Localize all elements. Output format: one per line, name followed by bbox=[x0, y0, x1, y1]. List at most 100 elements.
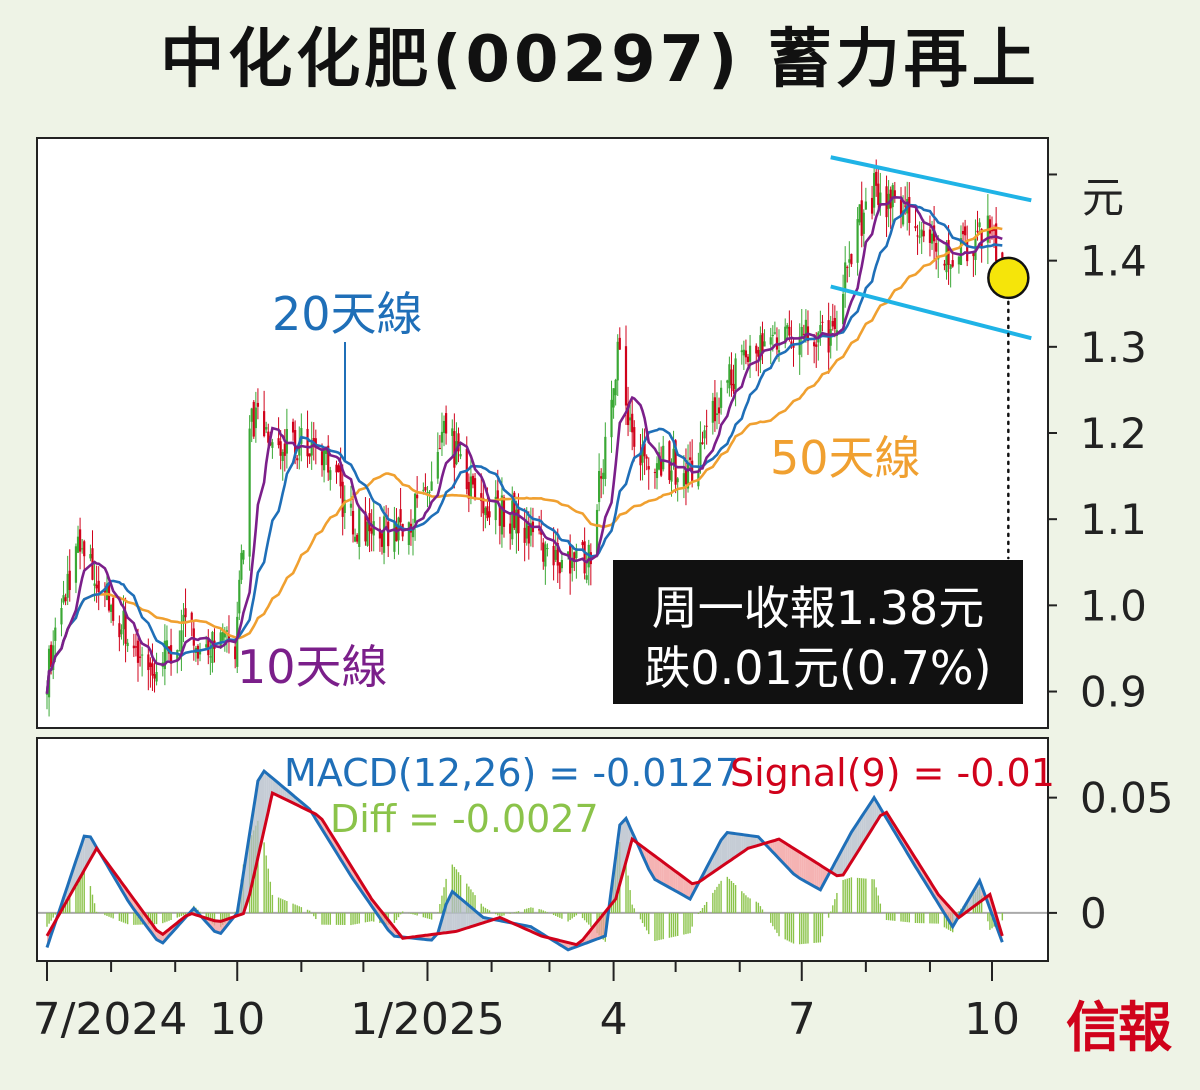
macd-signal-gap bbox=[475, 910, 482, 926]
macd-signal-gap bbox=[818, 863, 821, 890]
candle-body bbox=[554, 549, 557, 560]
candle-body bbox=[413, 493, 417, 523]
candle-body bbox=[856, 219, 859, 263]
candle-body bbox=[256, 402, 260, 407]
candle-body bbox=[862, 212, 865, 234]
candle-body bbox=[641, 444, 644, 463]
candle-body bbox=[422, 489, 425, 491]
macd-panel bbox=[36, 737, 1049, 962]
candle-body bbox=[236, 616, 239, 667]
candle-body bbox=[308, 453, 311, 457]
candle-body bbox=[893, 190, 896, 199]
candle-body bbox=[978, 222, 981, 228]
candle-body bbox=[209, 656, 212, 658]
candle-body bbox=[546, 548, 549, 550]
candle-body bbox=[831, 320, 834, 327]
macd-signal-gap bbox=[789, 845, 792, 872]
candle-body bbox=[134, 646, 138, 648]
candle-body bbox=[110, 605, 113, 612]
candle-body bbox=[482, 497, 485, 514]
candle-body bbox=[943, 263, 946, 266]
candle-body bbox=[97, 580, 100, 593]
candle-body bbox=[860, 200, 863, 236]
macd-signal-gap bbox=[791, 846, 794, 874]
candle-body bbox=[155, 672, 158, 682]
candle-body bbox=[976, 230, 979, 233]
candle-body bbox=[959, 238, 963, 266]
candle-body bbox=[180, 630, 183, 657]
candle-body bbox=[511, 500, 514, 540]
candle-body bbox=[494, 496, 497, 521]
macd-signal-gap bbox=[597, 919, 600, 940]
candle-body bbox=[471, 475, 475, 485]
candle-body bbox=[467, 481, 470, 499]
candle-body bbox=[604, 436, 607, 479]
candle-body bbox=[364, 511, 367, 542]
candle-body bbox=[465, 448, 468, 490]
candle-body bbox=[442, 420, 446, 433]
candle-body bbox=[833, 317, 836, 330]
macd-signal-gap bbox=[861, 813, 864, 846]
candle-body bbox=[81, 548, 84, 550]
macd-signal-gap bbox=[468, 905, 471, 928]
candle-body bbox=[908, 196, 911, 223]
candle-body bbox=[598, 470, 601, 503]
date-tick-label: 4 bbox=[600, 994, 628, 1045]
macd-signal-gap bbox=[264, 771, 267, 830]
candle-body bbox=[517, 507, 520, 534]
candle-body bbox=[655, 463, 659, 479]
candle-body bbox=[252, 401, 255, 437]
candle-body bbox=[151, 663, 154, 676]
candle-body bbox=[335, 464, 338, 473]
candle-body bbox=[469, 476, 473, 497]
candle-body bbox=[742, 349, 745, 356]
macd-signal-gap bbox=[673, 869, 676, 891]
candle-body bbox=[438, 448, 441, 450]
candle-body bbox=[163, 640, 166, 670]
candle-body bbox=[916, 235, 919, 237]
macd-signal-gap bbox=[859, 816, 862, 849]
candle-body bbox=[221, 632, 224, 641]
candle-body bbox=[382, 516, 386, 553]
close-info-line2: 跌0.01元(0.7%) bbox=[644, 641, 991, 695]
candle-body bbox=[351, 510, 355, 535]
candle-body bbox=[904, 205, 907, 207]
macd-signal-gap bbox=[814, 861, 817, 888]
candle-body bbox=[112, 597, 115, 621]
moving-average-lines bbox=[45, 195, 1003, 694]
price-tick-label: 1.3 bbox=[1080, 323, 1147, 372]
candle-body bbox=[78, 529, 82, 552]
macd-signal-gap bbox=[727, 832, 730, 863]
candle-body bbox=[544, 544, 547, 567]
macd-signal-gap bbox=[836, 847, 844, 876]
channel-line bbox=[830, 284, 1032, 341]
candle-body bbox=[281, 451, 284, 462]
candle-body bbox=[858, 204, 861, 223]
candle-body bbox=[178, 650, 181, 652]
candle-body bbox=[957, 256, 961, 265]
macd-signal-gap bbox=[214, 920, 221, 934]
candle-body bbox=[713, 397, 717, 422]
candle-body bbox=[614, 379, 617, 396]
macd-line bbox=[45, 768, 1004, 952]
candle-body bbox=[60, 608, 63, 625]
candle-body bbox=[746, 356, 750, 363]
candle-body bbox=[136, 640, 140, 663]
candle-body bbox=[804, 319, 807, 339]
macd-signal-gap bbox=[741, 834, 744, 853]
ma10-line bbox=[45, 195, 1003, 694]
candle-body bbox=[773, 332, 776, 334]
candle-body bbox=[306, 428, 309, 457]
candle-body bbox=[176, 650, 179, 662]
macd-legend: MACD(12,26) = -0.0127 bbox=[284, 751, 739, 795]
candle-body bbox=[846, 266, 849, 268]
candle-body bbox=[66, 573, 69, 598]
signal-legend: Signal(9) = -0.01 bbox=[730, 751, 1055, 795]
candle-body bbox=[358, 506, 361, 547]
chart-title: 中化化肥(00297) 蓄力再上 bbox=[160, 23, 1040, 97]
macd-signal-gap bbox=[743, 834, 746, 852]
macd-signal-gap bbox=[452, 891, 455, 932]
candle-body bbox=[703, 430, 706, 439]
macd-signal-gap bbox=[454, 893, 457, 932]
